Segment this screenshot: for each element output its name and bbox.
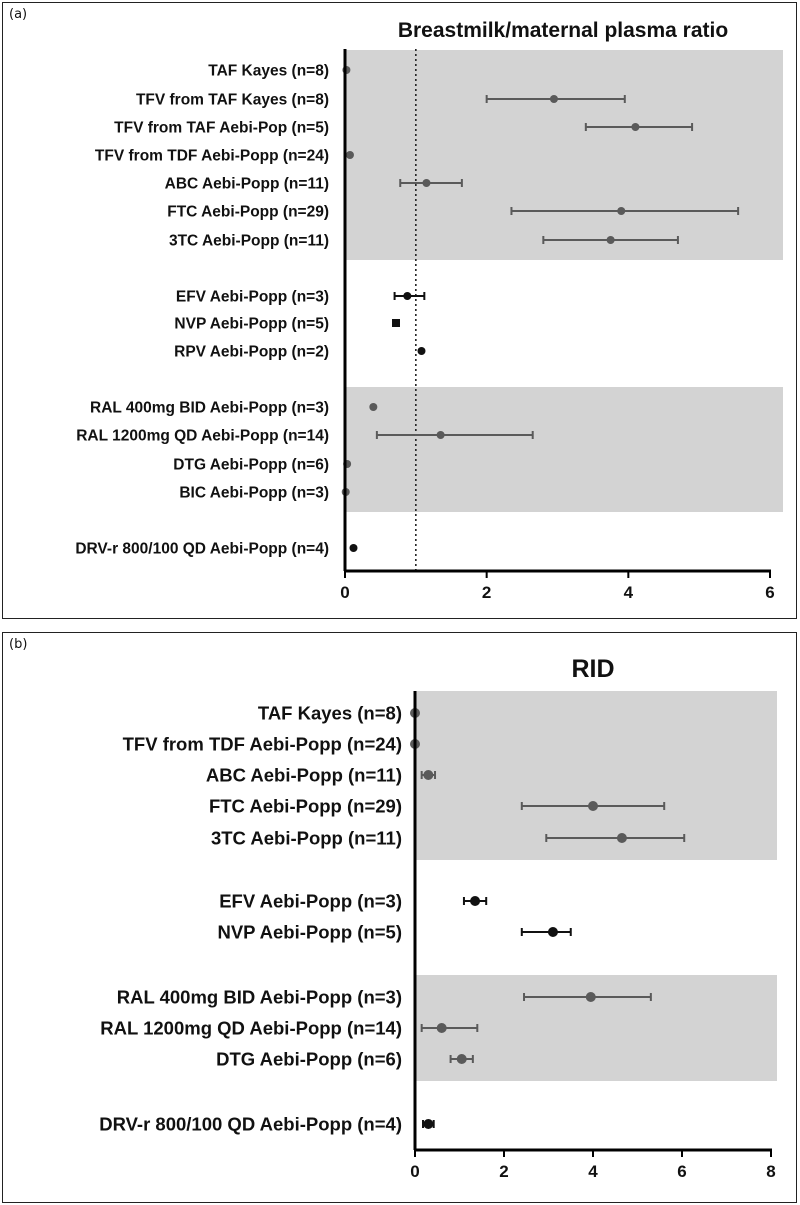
- data-point: [585, 992, 596, 1002]
- row-label: RPV Aebi-Popp (n=2): [174, 344, 329, 361]
- data-point: [436, 431, 445, 439]
- data-point: [423, 770, 434, 780]
- row-label: 3TC Aebi-Popp (n=11): [211, 828, 402, 849]
- ratio-chart: Breastmilk/maternal plasma ratio TAF Kaye…: [75, 19, 783, 602]
- row-label: BIC Aebi-Popp (n=3): [179, 485, 329, 502]
- data-point-square: [392, 319, 400, 327]
- data-point: [436, 1023, 447, 1033]
- row-label: TAF Kayes (n=8): [208, 63, 329, 80]
- panel-b: (b) RID TAF Kayes (n=8) TFV from TDF Aebi-…: [2, 632, 797, 1203]
- row-label: TFV from TAF Aebi-Pop (n=5): [114, 120, 329, 137]
- row-label: TFV from TDF Aebi-Popp (n=24): [95, 148, 329, 165]
- row-label: ABC Aebi-Popp (n=11): [206, 765, 402, 786]
- panel-a: (a) Breastmilk/maternal plasma ratio TAF …: [2, 2, 797, 619]
- x-tick-label: 4: [624, 583, 634, 602]
- row-label: NVP Aebi-Popp (n=5): [174, 316, 329, 333]
- row-label: FTC Aebi-Popp (n=29): [167, 204, 329, 221]
- data-point: [403, 292, 412, 300]
- data-point: [631, 123, 640, 131]
- data-point: [423, 1119, 434, 1129]
- row-label: DTG Aebi-Popp (n=6): [216, 1049, 402, 1070]
- data-point: [617, 207, 626, 215]
- x-tick-label: 0: [340, 583, 349, 602]
- row-label: FTC Aebi-Popp (n=29): [209, 796, 402, 817]
- x-tick-label: 8: [766, 1162, 775, 1181]
- row-label: ABC Aebi-Popp (n=11): [165, 176, 329, 193]
- x-tick-label: 2: [482, 583, 491, 602]
- row-label: RAL 1200mg QD Aebi-Popp (n=14): [100, 1018, 402, 1039]
- panel-a-label: (a): [9, 7, 28, 22]
- data-point: [369, 403, 378, 411]
- row-label: TFV from TAF Kayes (n=8): [136, 92, 329, 109]
- row-label: RAL 1200mg QD Aebi-Popp (n=14): [76, 428, 329, 445]
- data-point: [588, 801, 598, 811]
- data-point: [616, 833, 627, 843]
- row-label: DRV-r 800/100 QD Aebi-Popp (n=4): [75, 541, 329, 558]
- data-point: [417, 347, 426, 355]
- data-point: [547, 927, 558, 937]
- row-label: EFV Aebi-Popp (n=3): [176, 289, 329, 306]
- x-tick-label: 2: [499, 1162, 508, 1181]
- data-point: [606, 236, 615, 244]
- row-label: RAL 400mg BID Aebi-Popp (n=3): [117, 987, 402, 1008]
- row-label: TFV from TDF Aebi-Popp (n=24): [123, 734, 402, 755]
- row-label: 3TC Aebi-Popp (n=11): [169, 233, 329, 250]
- x-tick-label: 0: [410, 1162, 419, 1181]
- chart-title: Breastmilk/maternal plasma ratio: [398, 19, 728, 42]
- row-label: TAF Kayes (n=8): [258, 703, 402, 724]
- row-label: RAL 400mg BID Aebi-Popp (n=3): [90, 400, 329, 417]
- shaded-group-band: [345, 50, 783, 260]
- x-tick-label: 6: [765, 583, 774, 602]
- row-label: DTG Aebi-Popp (n=6): [173, 457, 329, 474]
- data-point: [549, 95, 558, 103]
- x-tick-label: 4: [588, 1162, 598, 1181]
- data-point: [470, 896, 481, 906]
- rid-chart: RID TAF Kayes (n=8) TFV from TDF Aebi-Popp…: [99, 655, 777, 1181]
- row-label: DRV-r 800/100 QD Aebi-Popp (n=4): [99, 1114, 402, 1135]
- data-point: [349, 544, 358, 552]
- chart-title: RID: [571, 655, 614, 683]
- panel-b-label: (b): [9, 637, 28, 652]
- row-label: EFV Aebi-Popp (n=3): [219, 891, 402, 912]
- row-label: NVP Aebi-Popp (n=5): [217, 922, 402, 943]
- shaded-group-band: [345, 387, 783, 512]
- data-point: [345, 151, 354, 159]
- shaded-group-band: [415, 691, 777, 860]
- x-tick-label: 6: [677, 1162, 686, 1181]
- data-point: [422, 179, 431, 187]
- data-point: [456, 1054, 467, 1064]
